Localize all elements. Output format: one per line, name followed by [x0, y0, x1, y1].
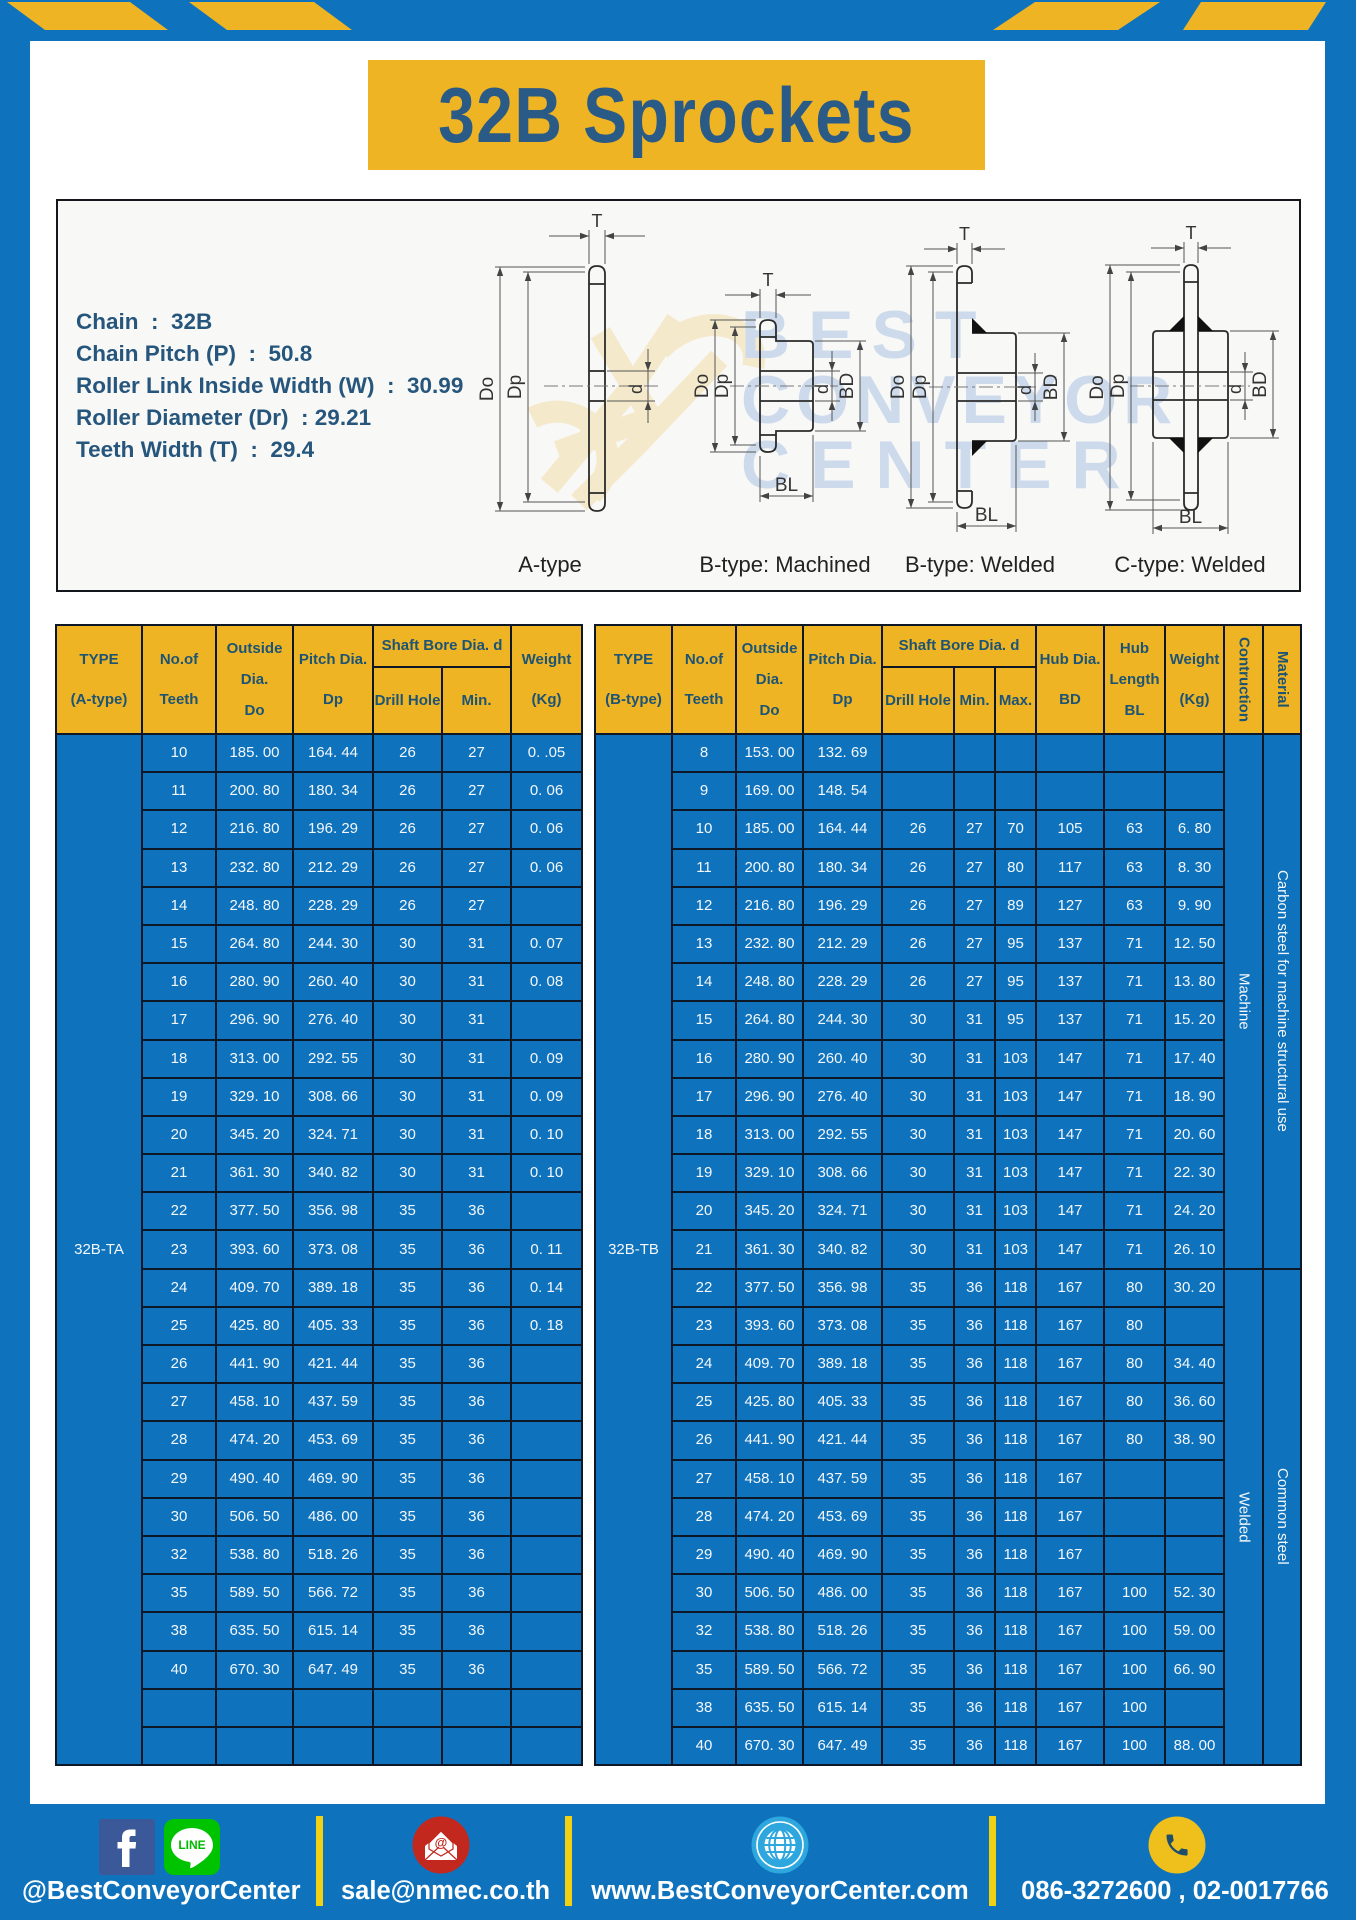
svg-text:T: T	[763, 270, 774, 290]
svg-text:BD: BD	[1250, 371, 1271, 397]
svg-text:C-type: Welded: C-type: Welded	[1114, 552, 1265, 577]
svg-text:Do: Do	[477, 377, 498, 401]
svg-text:B-type: Welded: B-type: Welded	[905, 552, 1055, 577]
svg-text:BL: BL	[775, 475, 798, 496]
svg-text:T: T	[1186, 223, 1197, 243]
svg-text:Do: Do	[1087, 375, 1108, 399]
svg-text:d: d	[812, 384, 832, 394]
svg-text:@: @	[435, 1835, 448, 1850]
svg-text:T: T	[592, 211, 603, 231]
svg-text:BEST: BEST	[741, 297, 994, 373]
svg-text:d: d	[626, 384, 646, 394]
svg-text:Dp: Dp	[1108, 374, 1129, 398]
svg-text:B-type: Machined: B-type: Machined	[699, 552, 870, 577]
svg-text:BD: BD	[1041, 374, 1062, 400]
svg-text:BL: BL	[975, 505, 998, 526]
svg-text:d: d	[1225, 384, 1245, 394]
svg-text:CENTER: CENTER	[741, 427, 1141, 503]
svg-text:Do: Do	[888, 375, 909, 399]
svg-text:A-type: A-type	[518, 552, 582, 577]
svg-text:d: d	[1015, 385, 1035, 395]
svg-text:BL: BL	[1179, 507, 1202, 528]
svg-text:LINE: LINE	[178, 1838, 205, 1852]
svg-text:Dp: Dp	[712, 374, 733, 398]
svg-text:Do: Do	[692, 374, 713, 398]
svg-text:T: T	[959, 224, 970, 244]
svg-text:BD: BD	[837, 373, 858, 399]
svg-text:Dp: Dp	[505, 375, 526, 399]
svg-text:Dp: Dp	[910, 375, 931, 399]
